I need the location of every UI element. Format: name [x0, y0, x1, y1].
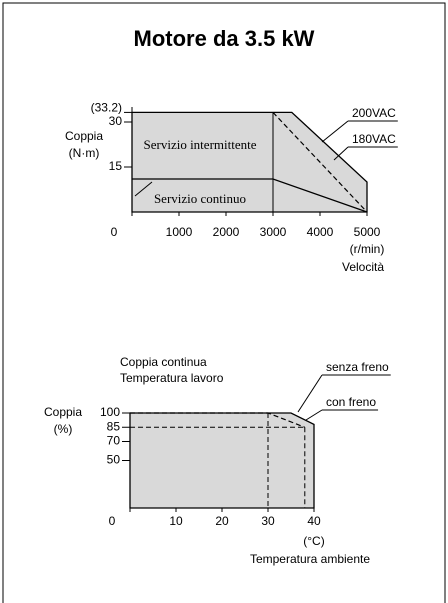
- x-tick-label: 0: [109, 514, 116, 528]
- legend-label: senza freno: [326, 360, 389, 374]
- annotation: Servizio continuo: [154, 191, 246, 206]
- y-axis-label: (%): [54, 422, 73, 436]
- x-tick-label: 3000: [260, 225, 287, 239]
- y-axis-label: Coppia: [44, 405, 82, 419]
- y-tick-label: 100: [100, 405, 120, 419]
- y-tick-label: 15: [109, 159, 123, 173]
- annotation: Servizio intermittente: [144, 137, 257, 152]
- x-tick-label: 30: [261, 514, 275, 528]
- chart-title: Temperatura lavoro: [120, 371, 224, 385]
- legend-leader: [297, 374, 323, 413]
- x-axis-label: (r/min): [350, 242, 385, 256]
- x-tick-label: 1000: [166, 225, 193, 239]
- hatch: [134, 181, 153, 197]
- y-tick-label: 50: [107, 453, 121, 467]
- legend-leader: [305, 409, 323, 421]
- y-tick-label: 30: [109, 114, 123, 128]
- x-tick-label: 0: [111, 225, 118, 239]
- x-tick-label: 2000: [213, 225, 240, 239]
- x-axis-label: Velocità: [342, 260, 384, 274]
- chart-title: Coppia continua: [120, 355, 207, 369]
- legend-label: 180VAC: [352, 132, 396, 146]
- legend-label: 200VAC: [352, 106, 396, 120]
- x-tick-label: 20: [215, 514, 229, 528]
- y-axis-label: Coppia: [65, 129, 103, 143]
- x-tick-label: 4000: [307, 225, 334, 239]
- legend-leader: [333, 146, 349, 161]
- x-axis-label: (°C): [303, 534, 324, 548]
- legend-leader: [321, 120, 349, 143]
- y-tick-label: 85: [107, 419, 121, 433]
- dashed-curve: [272, 111, 368, 213]
- page-title: Motore da 3.5 kW: [134, 26, 315, 51]
- y-tick-label: (33.2): [91, 101, 122, 115]
- y-axis-label: (N·m): [69, 146, 100, 160]
- x-tick-label: 40: [307, 514, 321, 528]
- x-tick-label: 5000: [354, 225, 381, 239]
- x-axis-label: Temperatura ambiente: [250, 552, 370, 566]
- legend-label: con freno: [326, 395, 376, 409]
- x-tick-label: 10: [169, 514, 183, 528]
- curve: [132, 178, 368, 213]
- y-tick-label: 70: [107, 434, 121, 448]
